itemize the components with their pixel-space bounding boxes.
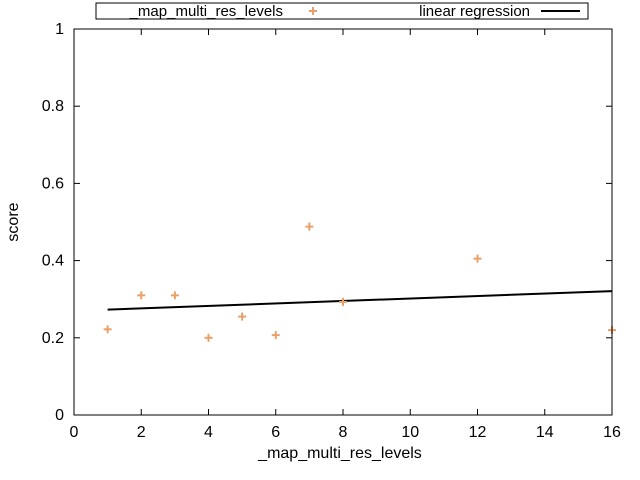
x-tick-label: 0 xyxy=(70,424,79,441)
ticks xyxy=(73,28,613,416)
legend: _map_multi_res_levels linear regression xyxy=(95,2,589,20)
x-tick-label: 4 xyxy=(204,424,213,441)
data-point xyxy=(103,325,112,334)
regression-line xyxy=(107,290,613,311)
y-axis-label: score xyxy=(5,202,22,241)
plot-series xyxy=(103,222,616,342)
data-point xyxy=(473,254,482,263)
y-tick-label: 0.6 xyxy=(42,175,64,192)
y-tick-label: 0 xyxy=(55,407,64,424)
y-tick-label: 0.2 xyxy=(42,330,64,347)
legend-plus-marker xyxy=(309,7,317,15)
x-tick-label: 12 xyxy=(469,424,487,441)
data-point xyxy=(305,222,314,231)
y-tick-label: 1 xyxy=(55,21,64,38)
data-point xyxy=(170,291,179,300)
x-tick-label: 6 xyxy=(271,424,280,441)
y-tick-label: 0.8 xyxy=(42,98,64,115)
x-tick-label: 8 xyxy=(339,424,348,441)
data-point xyxy=(137,291,146,300)
data-point xyxy=(271,331,280,340)
legend-marker-scatter xyxy=(309,7,317,15)
plot-frame xyxy=(73,28,613,416)
tick-labels: 0 2 4 6 8 10 12 14 16 0 0.2 0.4 0.6 0.8 1 xyxy=(42,21,621,441)
data-point xyxy=(238,312,247,321)
legend-box xyxy=(95,2,589,20)
legend-label-scatter: _map_multi_res_levels xyxy=(129,3,283,20)
x-tick-label: 16 xyxy=(603,424,621,441)
x-axis-label: _map_multi_res_levels xyxy=(257,445,422,462)
data-point xyxy=(339,297,347,306)
legend-label-regression: linear regression xyxy=(419,3,530,20)
x-tick-label: 2 xyxy=(137,424,146,441)
x-tick-label: 10 xyxy=(401,424,419,441)
x-tick-label: 14 xyxy=(536,424,554,441)
data-point xyxy=(204,333,213,342)
y-tick-label: 0.4 xyxy=(42,253,64,270)
